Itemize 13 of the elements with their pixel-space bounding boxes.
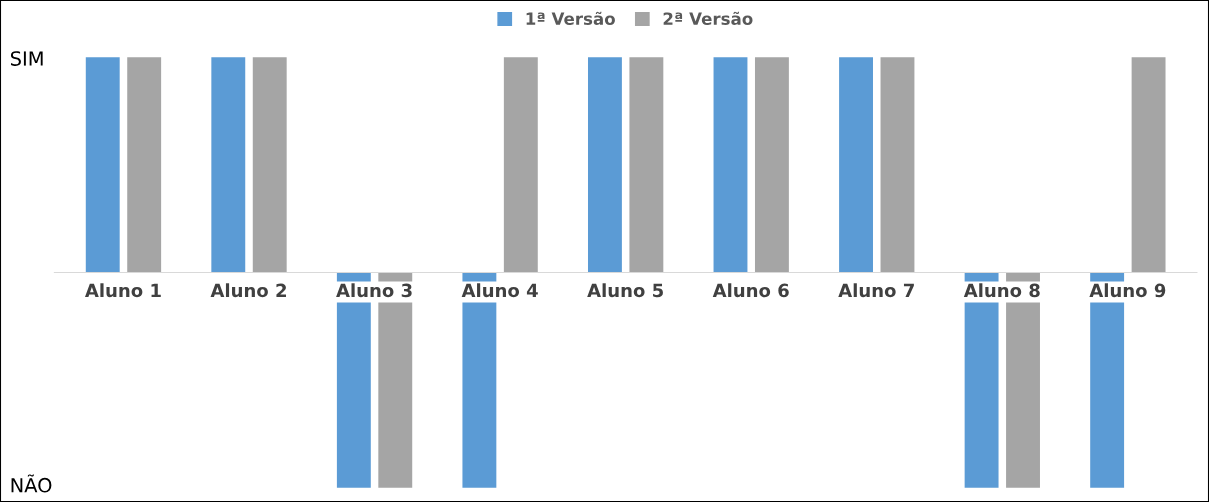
x-tick-label: Aluno 7 <box>838 283 914 298</box>
x-tick-label: Aluno 4 <box>461 283 538 298</box>
text: SIM <box>10 51 43 66</box>
x-tick-label: Aluno 9 <box>1089 283 1166 298</box>
legend-label: 2ª Versão <box>663 11 753 25</box>
x-tick-label: Aluno 3 <box>336 283 412 298</box>
x-tick-label: Aluno 5 <box>587 283 663 298</box>
x-tick-label: Aluno 8 <box>963 283 1040 298</box>
x-tick-label: Aluno 2 <box>210 283 286 298</box>
x-tick-label: Aluno 6 <box>712 283 789 298</box>
text: NÃO <box>11 474 52 493</box>
legend-label: 1ª Versão <box>526 11 615 25</box>
x-tick-label: Aluno 1 <box>84 283 161 298</box>
